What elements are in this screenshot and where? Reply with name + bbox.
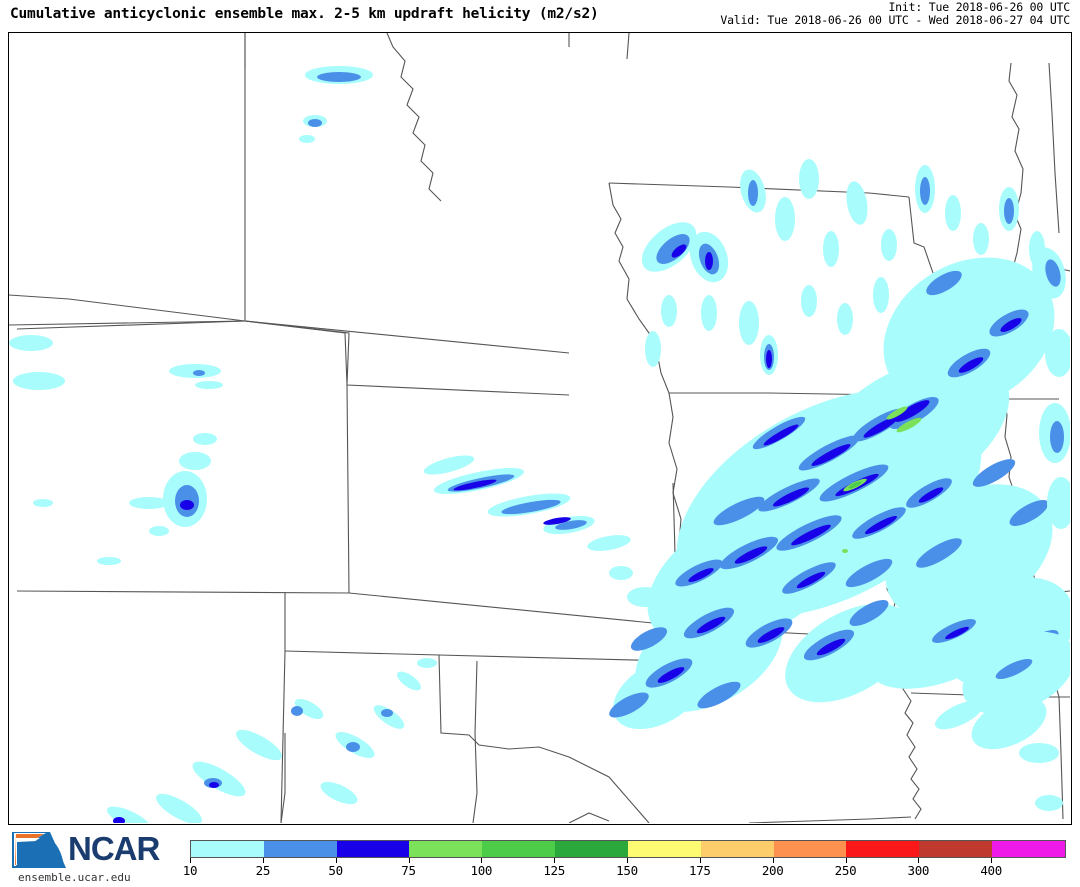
colorbar-tick-label-75: 75	[401, 863, 416, 878]
colorbar-segment-300	[919, 841, 993, 857]
colorbar-tick-label-200: 200	[761, 863, 784, 878]
colorbar-tick-label-175: 175	[688, 863, 711, 878]
colorbar-tick	[845, 858, 847, 863]
colorbar-segment-75	[409, 841, 483, 857]
swath-illinois-indiana	[1032, 247, 1070, 529]
colorbar[interactable]: 10 25 50 75 100 125 150 175 200 250 300 400	[183, 840, 1066, 882]
colorbar-tick	[190, 858, 191, 863]
swath-colorado	[9, 335, 223, 565]
colorbar-tick	[627, 858, 628, 863]
colorbar-ticks: 10 25 50 75 100 125 150 175 200 250 300 400	[183, 858, 1066, 882]
colorbar-tick	[481, 858, 483, 863]
colorbar-tick	[991, 858, 993, 863]
colorbar-segment-175	[700, 841, 774, 857]
ncar-logo[interactable]: NCAR ensemble.ucar.edu	[6, 829, 176, 885]
colorbar-tick-label-150: 150	[616, 863, 638, 878]
legend-bar: NCAR ensemble.ucar.edu 10 25 50 75 100 125 150…	[0, 827, 1080, 887]
colorbar-segment-125	[555, 841, 628, 857]
swath-arkansas-tennessee	[865, 577, 1070, 811]
init-time-label: Init: Tue 2018-06-26 00 UTC	[888, 0, 1070, 14]
forecast-metadata: Init: Tue 2018-06-26 00 UTC Valid: Tue 2…	[720, 1, 1070, 27]
colorbar-segment-150	[627, 841, 701, 857]
colorbar-tick-label-125: 125	[543, 863, 565, 878]
colorbar-segment-25	[263, 841, 337, 857]
colorbar-tick-label-10: 10	[182, 863, 198, 878]
colorbar-tick-label-50: 50	[328, 863, 343, 878]
colorbar-tick-label-100: 100	[470, 863, 493, 878]
colorbar-tick	[408, 858, 410, 863]
map-canvas[interactable]: .c1{fill:#a8fcfc} /* 10-25 light cyan */…	[9, 33, 1070, 823]
colorbar-gradient[interactable]	[190, 840, 1066, 858]
colorbar-tick	[554, 858, 556, 863]
colorbar-tick-label-250: 250	[834, 863, 857, 878]
colorbar-tick-label-300: 300	[907, 863, 930, 878]
colorbar-tick	[699, 858, 701, 863]
colorbar-segment-200	[773, 841, 847, 857]
colorbar-tick	[335, 858, 337, 863]
page-title: Cumulative anticyclonic ensemble max. 2-…	[10, 6, 599, 22]
colorbar-segment-400	[992, 841, 1065, 857]
swath-missouri-illinois	[609, 257, 1070, 730]
colorbar-tick	[262, 858, 264, 863]
colorbar-tick-label-25: 25	[255, 863, 271, 878]
valid-time-label: Valid: Tue 2018-06-26 00 UTC - Wed 2018-…	[720, 13, 1070, 27]
colorbar-tick-label-400: 400	[980, 863, 1002, 878]
ncar-url-label: ensemble.ucar.edu	[18, 871, 131, 884]
ncar-logo-mark	[12, 832, 66, 868]
colorbar-segment-100	[482, 841, 556, 857]
colorbar-tick	[918, 858, 920, 863]
colorbar-segment-10	[191, 841, 264, 857]
colorbar-segment-50	[336, 841, 410, 857]
colorbar-tick	[772, 858, 774, 863]
header: Cumulative anticyclonic ensemble max. 2-…	[0, 0, 1080, 33]
ncar-logo-text: NCAR	[68, 830, 160, 867]
swath-panhandle	[106, 658, 437, 823]
map-panel[interactable]: .c1{fill:#a8fcfc} /* 10-25 light cyan */…	[8, 32, 1072, 825]
colorbar-segment-250	[846, 841, 920, 857]
